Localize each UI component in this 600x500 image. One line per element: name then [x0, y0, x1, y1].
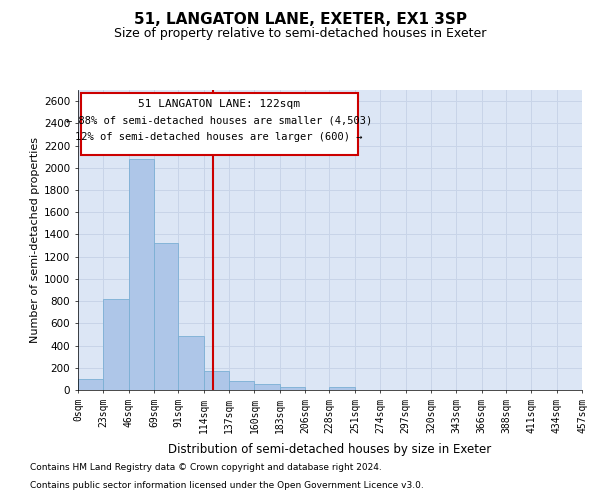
- Bar: [154, 244, 178, 390]
- Text: Contains public sector information licensed under the Open Government Licence v3: Contains public sector information licen…: [30, 481, 424, 490]
- Text: ← 88% of semi-detached houses are smaller (4,503): ← 88% of semi-detached houses are smalle…: [66, 116, 372, 126]
- Bar: [78, 379, 103, 390]
- Bar: [229, 381, 254, 390]
- Text: Distribution of semi-detached houses by size in Exeter: Distribution of semi-detached houses by …: [169, 442, 491, 456]
- Text: 51, LANGATON LANE, EXETER, EX1 3SP: 51, LANGATON LANE, EXETER, EX1 3SP: [133, 12, 467, 28]
- Bar: [329, 386, 355, 390]
- Y-axis label: Number of semi-detached properties: Number of semi-detached properties: [30, 137, 40, 343]
- FancyBboxPatch shape: [80, 93, 358, 154]
- Bar: [280, 386, 305, 390]
- Text: Size of property relative to semi-detached houses in Exeter: Size of property relative to semi-detach…: [114, 28, 486, 40]
- Bar: [204, 371, 229, 390]
- Text: 12% of semi-detached houses are larger (600) →: 12% of semi-detached houses are larger (…: [76, 132, 363, 142]
- Text: Contains HM Land Registry data © Crown copyright and database right 2024.: Contains HM Land Registry data © Crown c…: [30, 464, 382, 472]
- Bar: [103, 299, 129, 390]
- Bar: [129, 159, 154, 390]
- Bar: [254, 384, 280, 390]
- Bar: [178, 336, 204, 390]
- Text: 51 LANGATON LANE: 122sqm: 51 LANGATON LANE: 122sqm: [138, 99, 300, 109]
